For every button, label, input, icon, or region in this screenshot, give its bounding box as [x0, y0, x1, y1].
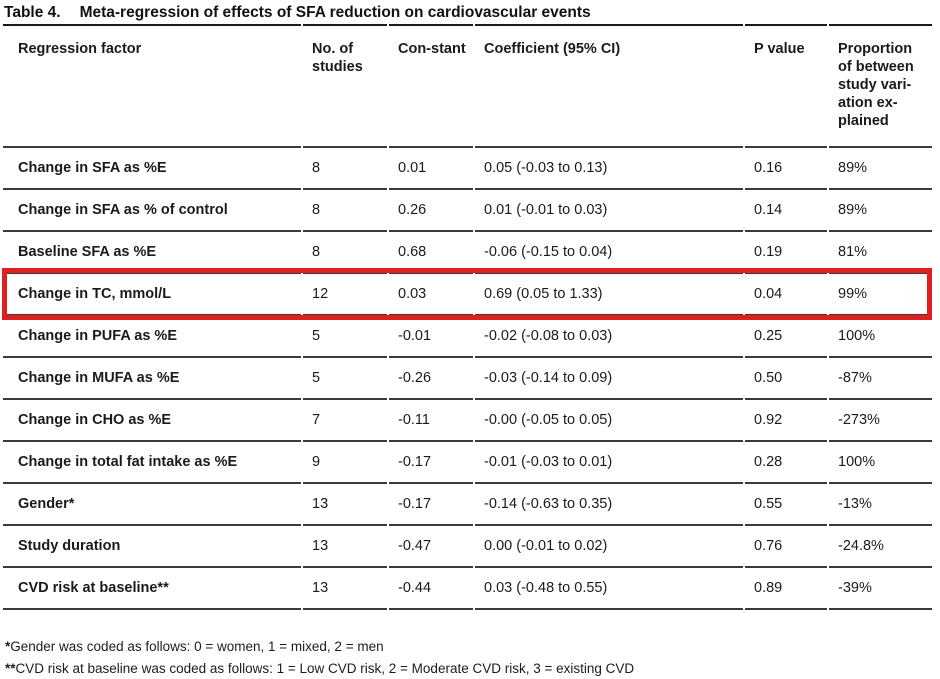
cell-coefficient: -0.03 (-0.14 to 0.09)	[475, 358, 743, 400]
cell-coefficient: 0.01 (-0.01 to 0.03)	[475, 190, 743, 232]
column-header-no-of-studies: No. of studies	[303, 24, 387, 148]
cell-constant: -0.01	[389, 316, 473, 358]
cell-no-of-studies: 13	[303, 568, 387, 610]
column-header-coefficient: Coefficient (95% CI)	[475, 24, 743, 148]
cell-p-value: 0.50	[745, 358, 827, 400]
cell-regression-factor: Change in total fat intake as %E	[3, 442, 301, 484]
cell-p-value: 0.92	[745, 400, 827, 442]
cell-constant: -0.26	[389, 358, 473, 400]
footnote-marker: **	[5, 661, 16, 676]
cell-regression-factor: Study duration	[3, 526, 301, 568]
column-header-proportion: Proportion of between study vari-ation e…	[829, 24, 932, 148]
cell-regression-factor: CVD risk at baseline**	[3, 568, 301, 610]
cell-proportion: 89%	[829, 190, 932, 232]
table-row: Change in total fat intake as %E 9 -0.17…	[3, 442, 932, 484]
cell-constant: 0.26	[389, 190, 473, 232]
table-row: Change in SFA as %E 8 0.01 0.05 (-0.03 t…	[3, 148, 932, 190]
footnote: **CVD risk at baseline was coded as foll…	[5, 658, 940, 679]
cell-constant: 0.01	[389, 148, 473, 190]
cell-proportion: -13%	[829, 484, 932, 526]
cell-proportion: -39%	[829, 568, 932, 610]
cell-coefficient: -0.02 (-0.08 to 0.03)	[475, 316, 743, 358]
cell-regression-factor: Change in MUFA as %E	[3, 358, 301, 400]
cell-p-value: 0.89	[745, 568, 827, 610]
cell-regression-factor: Change in SFA as % of control	[3, 190, 301, 232]
cell-no-of-studies: 5	[303, 358, 387, 400]
cell-coefficient: 0.03 (-0.48 to 0.55)	[475, 568, 743, 610]
table-row: Gender* 13 -0.17 -0.14 (-0.63 to 0.35) 0…	[3, 484, 932, 526]
cell-proportion: -273%	[829, 400, 932, 442]
cell-no-of-studies: 5	[303, 316, 387, 358]
table-header-row: Regression factor No. of studies Con-sta…	[3, 24, 932, 148]
table-row: Change in PUFA as %E 5 -0.01 -0.02 (-0.0…	[3, 316, 932, 358]
cell-p-value: 0.14	[745, 190, 827, 232]
column-header-p-value: P value	[745, 24, 827, 148]
cell-proportion: 100%	[829, 316, 932, 358]
cell-no-of-studies: 9	[303, 442, 387, 484]
footnotes: *Gender was coded as follows: 0 = women,…	[1, 636, 940, 679]
cell-proportion: -87%	[829, 358, 932, 400]
table-row: CVD risk at baseline** 13 -0.44 0.03 (-0…	[3, 568, 932, 610]
cell-proportion: 81%	[829, 232, 932, 274]
cell-constant: 0.68	[389, 232, 473, 274]
table-title: Table 4. Meta-regression of effects of S…	[1, 3, 940, 22]
cell-proportion: 89%	[829, 148, 932, 190]
column-header-regression-factor: Regression factor	[3, 24, 301, 148]
cell-no-of-studies: 13	[303, 484, 387, 526]
cell-proportion: 100%	[829, 442, 932, 484]
cell-proportion: 99%	[829, 274, 932, 316]
meta-regression-table: Regression factor No. of studies Con-sta…	[1, 24, 934, 610]
cell-constant: -0.47	[389, 526, 473, 568]
cell-proportion: -24.8%	[829, 526, 932, 568]
cell-regression-factor: Change in TC, mmol/L	[3, 274, 301, 316]
cell-coefficient: 0.69 (0.05 to 1.33)	[475, 274, 743, 316]
cell-regression-factor: Change in SFA as %E	[3, 148, 301, 190]
table-body: Change in SFA as %E 8 0.01 0.05 (-0.03 t…	[3, 148, 932, 610]
cell-regression-factor: Change in CHO as %E	[3, 400, 301, 442]
footnote-text: CVD risk at baseline was coded as follow…	[16, 661, 635, 676]
cell-no-of-studies: 12	[303, 274, 387, 316]
cell-p-value: 0.19	[745, 232, 827, 274]
cell-constant: -0.44	[389, 568, 473, 610]
table-row: Study duration 13 -0.47 0.00 (-0.01 to 0…	[3, 526, 932, 568]
cell-constant: 0.03	[389, 274, 473, 316]
table-title-label: Table 4.	[4, 3, 61, 22]
table-row: Change in MUFA as %E 5 -0.26 -0.03 (-0.1…	[3, 358, 932, 400]
cell-regression-factor: Change in PUFA as %E	[3, 316, 301, 358]
cell-coefficient: -0.14 (-0.63 to 0.35)	[475, 484, 743, 526]
cell-p-value: 0.76	[745, 526, 827, 568]
cell-no-of-studies: 7	[303, 400, 387, 442]
column-header-constant: Con-stant	[389, 24, 473, 148]
footnote-text: Gender was coded as follows: 0 = women, …	[10, 639, 383, 654]
table-row: Change in SFA as % of control 8 0.26 0.0…	[3, 190, 932, 232]
cell-p-value: 0.25	[745, 316, 827, 358]
cell-no-of-studies: 13	[303, 526, 387, 568]
cell-coefficient: -0.01 (-0.03 to 0.01)	[475, 442, 743, 484]
cell-constant: -0.17	[389, 442, 473, 484]
table-row: Change in CHO as %E 7 -0.11 -0.00 (-0.05…	[3, 400, 932, 442]
cell-no-of-studies: 8	[303, 190, 387, 232]
table-row: Change in TC, mmol/L 12 0.03 0.69 (0.05 …	[3, 274, 932, 316]
cell-p-value: 0.16	[745, 148, 827, 190]
cell-coefficient: -0.06 (-0.15 to 0.04)	[475, 232, 743, 274]
cell-constant: -0.17	[389, 484, 473, 526]
cell-p-value: 0.55	[745, 484, 827, 526]
table-row: Baseline SFA as %E 8 0.68 -0.06 (-0.15 t…	[3, 232, 932, 274]
cell-coefficient: -0.00 (-0.05 to 0.05)	[475, 400, 743, 442]
cell-regression-factor: Baseline SFA as %E	[3, 232, 301, 274]
cell-regression-factor: Gender*	[3, 484, 301, 526]
cell-constant: -0.11	[389, 400, 473, 442]
table-title-text: Meta-regression of effects of SFA reduct…	[80, 3, 591, 22]
cell-coefficient: 0.00 (-0.01 to 0.02)	[475, 526, 743, 568]
cell-coefficient: 0.05 (-0.03 to 0.13)	[475, 148, 743, 190]
cell-p-value: 0.28	[745, 442, 827, 484]
cell-no-of-studies: 8	[303, 148, 387, 190]
footnote: *Gender was coded as follows: 0 = women,…	[5, 636, 940, 658]
cell-no-of-studies: 8	[303, 232, 387, 274]
cell-p-value: 0.04	[745, 274, 827, 316]
